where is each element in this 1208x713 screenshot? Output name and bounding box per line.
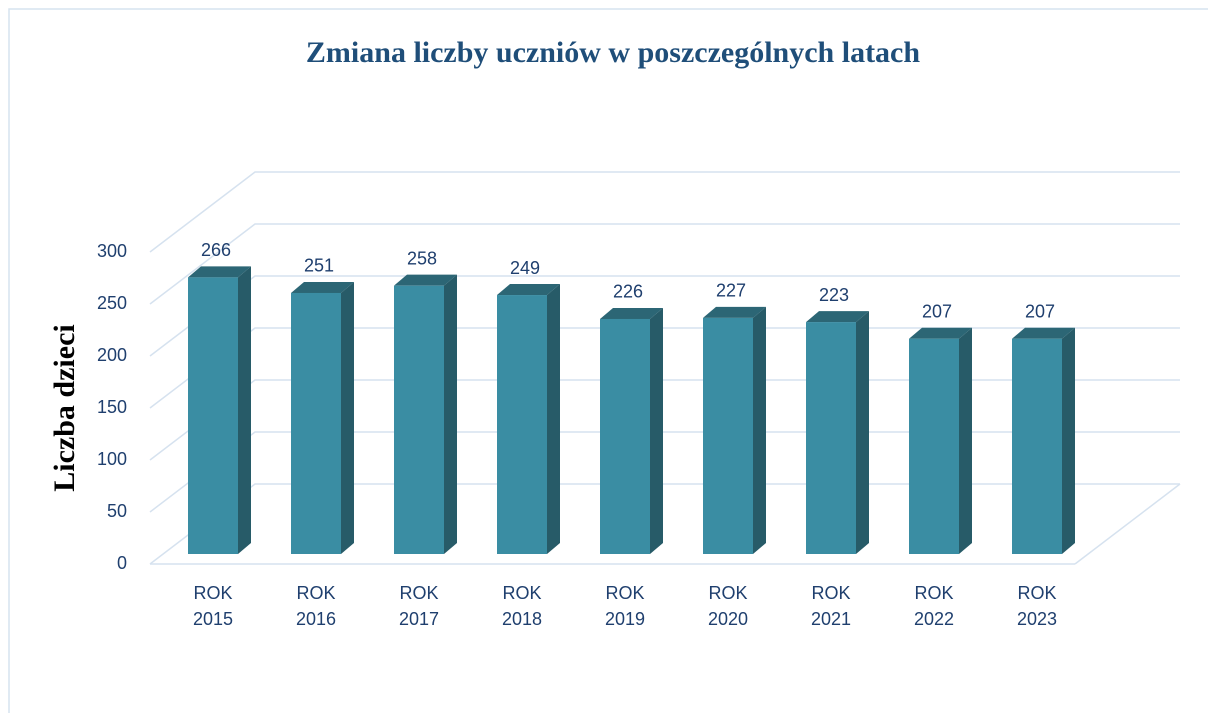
bar-top bbox=[497, 284, 560, 296]
value-label: 207 bbox=[922, 301, 952, 321]
grid-line bbox=[149, 483, 1180, 565]
grid-line bbox=[149, 327, 1180, 409]
bar-top bbox=[703, 306, 766, 318]
bar-side bbox=[753, 306, 766, 554]
value-label: 266 bbox=[201, 240, 231, 260]
bar bbox=[497, 295, 547, 554]
floor-edge bbox=[1074, 483, 1181, 565]
value-label: 249 bbox=[510, 258, 540, 278]
grid-line bbox=[149, 223, 1180, 305]
bar bbox=[1012, 338, 1062, 554]
grid-line bbox=[149, 431, 1180, 513]
bar-side bbox=[959, 327, 972, 554]
x-tick-label: ROK 2019 bbox=[604, 583, 646, 629]
y-tick-label: 0 bbox=[117, 553, 127, 573]
x-tick-label: ROK 2020 bbox=[707, 583, 749, 629]
x-tick-label: ROK 2023 bbox=[1016, 583, 1058, 629]
value-label: 227 bbox=[716, 281, 746, 301]
grid-line bbox=[149, 379, 1180, 461]
bar bbox=[909, 338, 959, 554]
chart-border bbox=[8, 8, 1208, 713]
bar-side bbox=[856, 311, 869, 554]
bar-top bbox=[909, 327, 972, 339]
x-tick-label: ROK 2021 bbox=[810, 583, 852, 629]
value-label: 226 bbox=[613, 282, 643, 302]
bar-top bbox=[600, 307, 663, 319]
bar bbox=[394, 285, 444, 554]
value-label: 207 bbox=[1025, 301, 1055, 321]
bar-side bbox=[444, 274, 457, 554]
bar-top bbox=[394, 274, 457, 286]
bar bbox=[600, 318, 650, 554]
bar-top bbox=[1012, 327, 1075, 339]
chart-title: Zmiana liczby uczniów w poszczególnych l… bbox=[306, 36, 920, 69]
y-tick-label: 50 bbox=[107, 501, 127, 521]
x-tick-label: ROK 2022 bbox=[913, 583, 955, 629]
x-tick-label: ROK 2016 bbox=[295, 583, 337, 629]
y-axis-label: Liczba dzieci bbox=[48, 324, 81, 491]
x-tick-label: ROK 2015 bbox=[192, 583, 234, 629]
y-tick-label: 250 bbox=[97, 293, 127, 313]
bar-top bbox=[188, 266, 251, 278]
x-tick-label: ROK 2017 bbox=[398, 583, 440, 629]
y-tick-label: 150 bbox=[97, 397, 127, 417]
bar bbox=[291, 292, 341, 554]
bar bbox=[188, 277, 238, 554]
bar-top bbox=[806, 311, 869, 323]
value-label: 258 bbox=[407, 248, 437, 268]
grid-line bbox=[149, 171, 1180, 253]
bar-side bbox=[547, 284, 560, 554]
bar-top bbox=[291, 281, 354, 293]
y-tick-label: 100 bbox=[97, 449, 127, 469]
value-label: 251 bbox=[304, 256, 334, 276]
bar-side bbox=[238, 266, 251, 554]
value-label: 223 bbox=[819, 285, 849, 305]
bar bbox=[806, 322, 856, 554]
bar bbox=[703, 317, 753, 554]
bar-side bbox=[1062, 327, 1075, 554]
y-tick-label: 200 bbox=[97, 345, 127, 365]
bar-side bbox=[650, 307, 663, 554]
grid-line bbox=[149, 275, 1180, 357]
bar-side bbox=[341, 281, 354, 554]
y-tick-label: 300 bbox=[97, 241, 127, 261]
x-tick-label: ROK 2018 bbox=[501, 583, 543, 629]
